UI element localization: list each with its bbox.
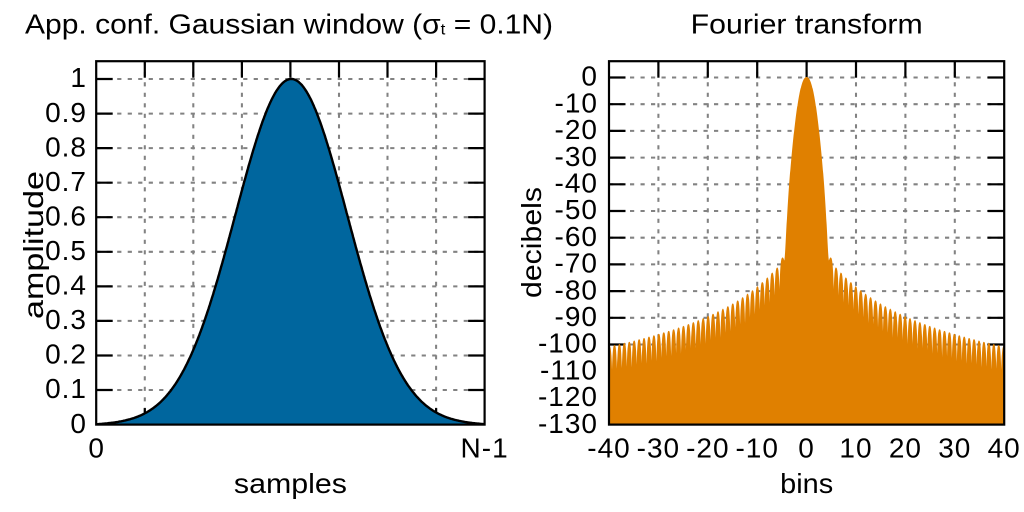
svg-text:-100: -100 (538, 328, 598, 359)
svg-text:30: 30 (938, 432, 971, 463)
svg-text:0.5: 0.5 (45, 235, 87, 266)
svg-text:-110: -110 (540, 354, 598, 385)
svg-text:-80: -80 (555, 274, 598, 305)
svg-text:Fourier transform: Fourier transform (691, 9, 923, 40)
svg-text:-10: -10 (555, 87, 598, 118)
svg-text:-20: -20 (555, 114, 598, 145)
svg-text:-30: -30 (637, 432, 680, 463)
svg-text:0: 0 (70, 408, 87, 439)
svg-text:10: 10 (839, 432, 872, 463)
svg-text:20: 20 (889, 432, 922, 463)
svg-text:0.1: 0.1 (45, 373, 87, 404)
svg-text:samples: samples (234, 468, 347, 499)
svg-text:0.7: 0.7 (45, 166, 87, 197)
svg-text:-30: -30 (555, 141, 598, 172)
svg-text:-90: -90 (555, 301, 598, 332)
svg-text:-60: -60 (555, 221, 598, 252)
svg-text:0.6: 0.6 (45, 200, 87, 231)
svg-text:amplitude: amplitude (18, 171, 49, 319)
svg-text:decibels: decibels (516, 187, 547, 298)
svg-text:-130: -130 (538, 408, 598, 439)
svg-text:0.9: 0.9 (45, 97, 87, 128)
svg-text:0.4: 0.4 (45, 270, 87, 301)
svg-text:1: 1 (70, 62, 87, 93)
svg-text:0: 0 (581, 61, 598, 92)
svg-text:-20: -20 (686, 432, 729, 463)
svg-text:0.2: 0.2 (45, 339, 87, 370)
svg-text:40: 40 (988, 432, 1021, 463)
svg-text:N-1: N-1 (461, 432, 509, 463)
svg-text:-40: -40 (587, 432, 630, 463)
svg-text:-50: -50 (555, 194, 598, 225)
svg-text:0.8: 0.8 (45, 131, 87, 162)
svg-text:-120: -120 (538, 381, 598, 412)
svg-text:bins: bins (780, 468, 833, 499)
svg-text:0: 0 (88, 432, 104, 463)
svg-text:-70: -70 (555, 248, 598, 279)
svg-text:0.3: 0.3 (45, 304, 87, 335)
svg-text:App. conf. Gaussian window (σt: App. conf. Gaussian window (σ t = 0.1N) (25, 9, 553, 40)
svg-text:-10: -10 (735, 432, 778, 463)
svg-text:0: 0 (798, 432, 815, 463)
svg-text:-40: -40 (555, 168, 598, 199)
